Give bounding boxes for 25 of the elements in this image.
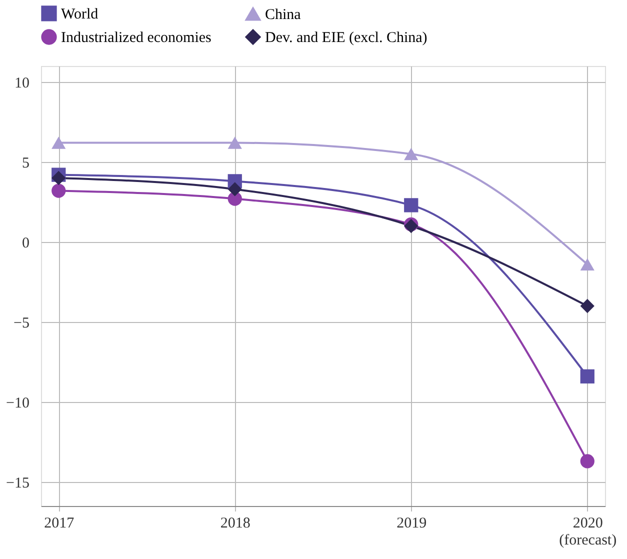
y-tick-label: 5 xyxy=(22,156,30,172)
point xyxy=(52,184,66,198)
y-tick-label: 0 xyxy=(22,236,30,252)
point xyxy=(404,198,418,212)
y-tick-label: −5 xyxy=(14,316,30,332)
legend-label: World xyxy=(61,6,99,22)
x-tick-label: 2019 xyxy=(396,516,427,532)
point xyxy=(52,136,66,149)
legend-label: Dev. and EIE (excl. China) xyxy=(265,30,428,46)
point xyxy=(52,170,66,186)
legend-label: China xyxy=(265,6,302,23)
x-tick-label: 2020 (forecast) xyxy=(559,516,617,548)
y-tick-label: −10 xyxy=(6,396,30,412)
y-tick-label: −15 xyxy=(6,476,30,492)
legend-label: Industrialized economies xyxy=(61,30,212,46)
point xyxy=(404,148,418,160)
y-tick-label: 10 xyxy=(14,76,30,92)
x-tick-label: 2017 xyxy=(44,516,75,532)
point xyxy=(580,258,594,271)
point xyxy=(228,182,242,196)
point xyxy=(228,136,242,149)
point xyxy=(580,298,594,314)
point xyxy=(580,454,594,468)
x-tick-label: 2018 xyxy=(220,516,250,532)
point xyxy=(580,369,594,384)
